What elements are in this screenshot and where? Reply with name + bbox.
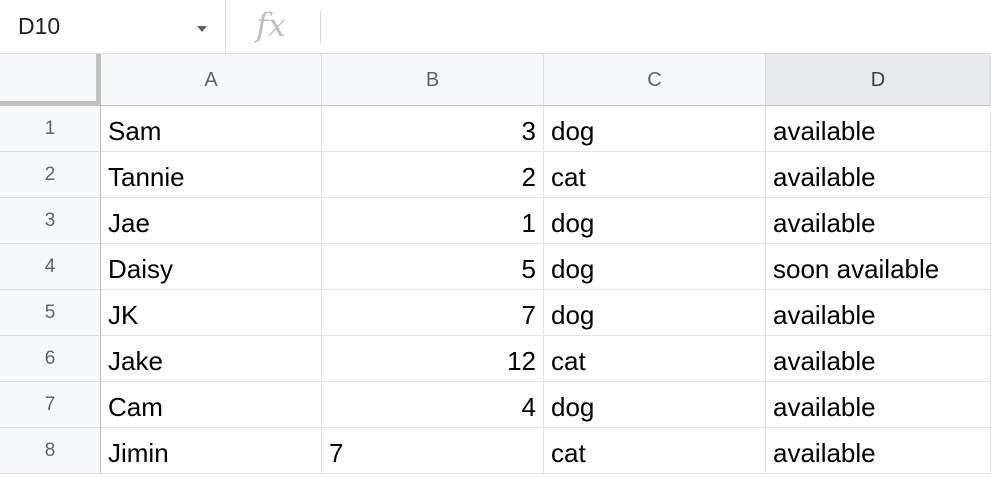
- name-box[interactable]: D10: [0, 0, 226, 53]
- cell-c7[interactable]: dog: [544, 382, 766, 428]
- row-header-3[interactable]: 3: [0, 198, 101, 244]
- formula-input[interactable]: [330, 0, 991, 53]
- cell-c3[interactable]: dog: [544, 198, 766, 244]
- cell-a4[interactable]: Daisy: [101, 244, 322, 290]
- cell-a2[interactable]: Tannie: [101, 152, 322, 198]
- cell-b2[interactable]: 2: [322, 152, 544, 198]
- dropdown-arrow-icon[interactable]: [197, 26, 207, 32]
- cell-d7[interactable]: available: [766, 382, 991, 428]
- cell-b4[interactable]: 5: [322, 244, 544, 290]
- row-header-1[interactable]: 1: [0, 106, 101, 152]
- select-all-corner[interactable]: [0, 54, 101, 106]
- cell-a3[interactable]: Jae: [101, 198, 322, 244]
- formula-bar: D10 fx: [0, 0, 991, 54]
- row-header-8[interactable]: 8: [0, 428, 101, 474]
- name-box-value: D10: [18, 13, 61, 39]
- cell-c8[interactable]: cat: [544, 428, 766, 474]
- cell-c1[interactable]: dog: [544, 106, 766, 152]
- cell-b3[interactable]: 1: [322, 198, 544, 244]
- cell-b7[interactable]: 4: [322, 382, 544, 428]
- cell-b8[interactable]: 7: [322, 428, 544, 474]
- fx-icon: fx: [256, 6, 286, 44]
- cell-a6[interactable]: Jake: [101, 336, 322, 382]
- cell-d6[interactable]: available: [766, 336, 991, 382]
- row-header-4[interactable]: 4: [0, 244, 101, 290]
- column-header-c[interactable]: C: [544, 54, 766, 106]
- cell-a5[interactable]: JK: [101, 290, 322, 336]
- cell-d5[interactable]: available: [766, 290, 991, 336]
- cell-d3[interactable]: available: [766, 198, 991, 244]
- cell-b1[interactable]: 3: [322, 106, 544, 152]
- row-header-7[interactable]: 7: [0, 382, 101, 428]
- column-header-a[interactable]: A: [101, 54, 322, 106]
- row-header-6[interactable]: 6: [0, 336, 101, 382]
- cell-c2[interactable]: cat: [544, 152, 766, 198]
- column-header-d[interactable]: D: [766, 54, 991, 106]
- row-header-5[interactable]: 5: [0, 290, 101, 336]
- cell-c4[interactable]: dog: [544, 244, 766, 290]
- cell-d8[interactable]: available: [766, 428, 991, 474]
- row-header-2[interactable]: 2: [0, 152, 101, 198]
- formula-bar-divider: [320, 11, 321, 44]
- cell-a7[interactable]: Cam: [101, 382, 322, 428]
- cell-d1[interactable]: available: [766, 106, 991, 152]
- cell-a8[interactable]: Jimin: [101, 428, 322, 474]
- cell-b5[interactable]: 7: [322, 290, 544, 336]
- cell-d4[interactable]: soon available: [766, 244, 991, 290]
- column-header-b[interactable]: B: [322, 54, 544, 106]
- spreadsheet-grid: A B C D 1 Sam 3 dog available 2 Tannie 2 cat availabl…: [0, 54, 991, 474]
- cell-b6[interactable]: 12: [322, 336, 544, 382]
- cell-c6[interactable]: cat: [544, 336, 766, 382]
- cell-a1[interactable]: Sam: [101, 106, 322, 152]
- cell-d2[interactable]: available: [766, 152, 991, 198]
- cell-c5[interactable]: dog: [544, 290, 766, 336]
